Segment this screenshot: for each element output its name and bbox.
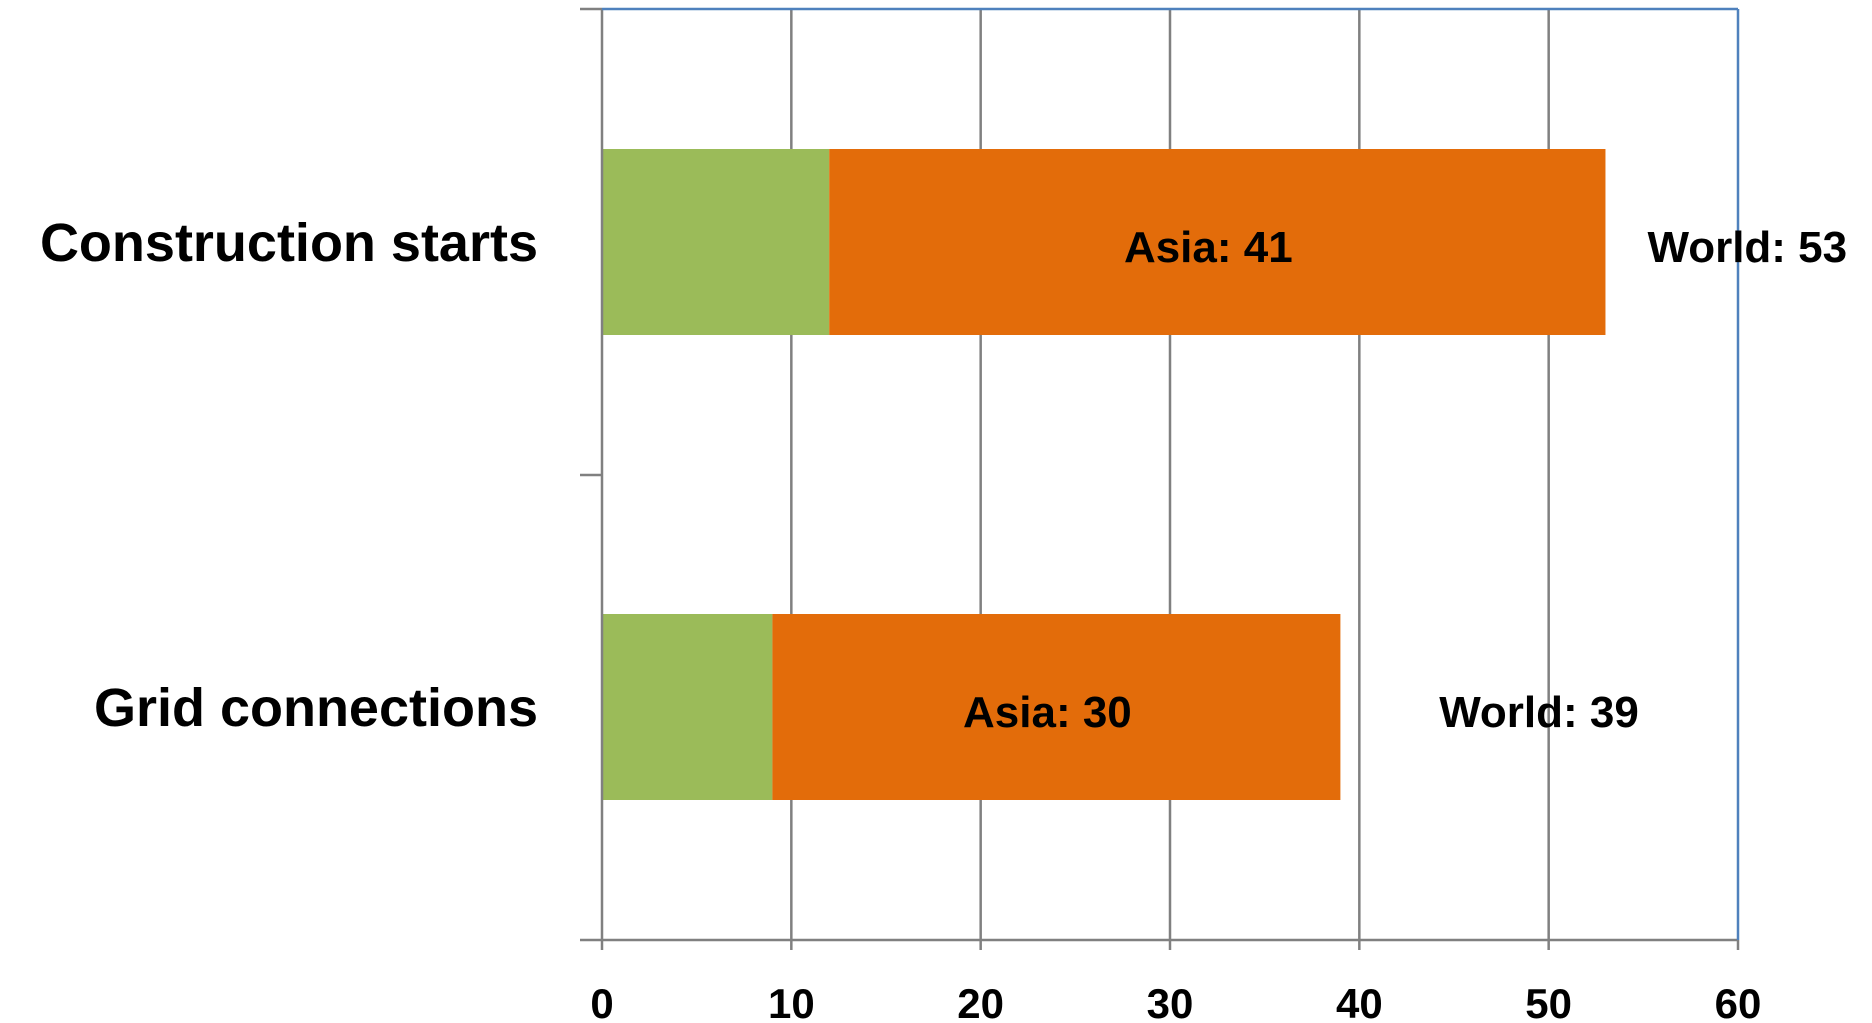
- world-data-label: World: 39: [1439, 688, 1639, 737]
- bar-segment: [602, 149, 830, 335]
- axis-layer: [580, 7, 1740, 950]
- x-tick-label: 10: [768, 980, 815, 1023]
- category-label: Grid connections: [94, 678, 538, 738]
- bar-segment: [829, 149, 1606, 335]
- world-data-label: World: 53: [1647, 223, 1847, 272]
- bar-segment: [772, 614, 1341, 800]
- x-tick-label: 60: [1715, 980, 1762, 1023]
- bars-layer: [602, 149, 1606, 800]
- x-tick-label: 0: [590, 980, 613, 1023]
- asia-data-label: Asia: 30: [963, 688, 1132, 737]
- grid-layer: [790, 9, 1550, 940]
- asia-data-label: Asia: 41: [1124, 223, 1293, 272]
- x-tick-label: 40: [1336, 980, 1383, 1023]
- x-tick-label: 20: [957, 980, 1004, 1023]
- bar-segment: [602, 614, 773, 800]
- category-label: Construction starts: [40, 213, 538, 273]
- x-tick-label: 50: [1525, 980, 1572, 1023]
- x-tick-label: 30: [1147, 980, 1194, 1023]
- labels-layer: 0 10 20 30 40 50 60 Construction starts Asia: 41…: [40, 213, 1847, 1023]
